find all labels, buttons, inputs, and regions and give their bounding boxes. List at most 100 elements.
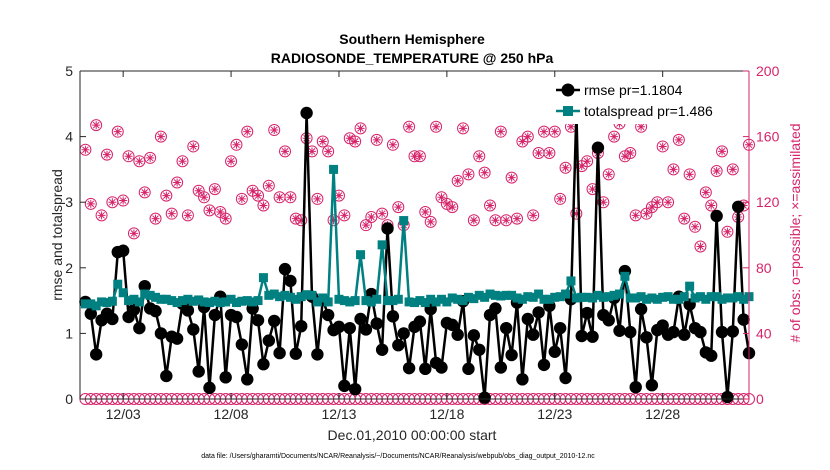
totalspread-point	[113, 279, 123, 289]
rmse-point	[149, 304, 162, 318]
rmse-point	[586, 330, 599, 343]
obs-assimilated-marker	[696, 242, 705, 251]
obs-assimilated-marker	[405, 122, 414, 131]
obs-assimilated-marker	[135, 157, 144, 166]
obs-possible-marker	[721, 225, 734, 238]
rmse-point	[343, 321, 356, 335]
x-tick-label: 12/03	[106, 406, 141, 422]
totalspread-point	[685, 281, 695, 291]
totalspread-point	[91, 301, 101, 311]
totalspread-point	[285, 292, 295, 302]
obs-assimilated-marker	[281, 147, 290, 156]
totalspread-point	[636, 292, 646, 302]
totalspread-point	[356, 250, 366, 260]
rmse-point	[375, 343, 389, 356]
obs-possible-marker	[694, 240, 707, 253]
totalspread-point	[598, 292, 608, 302]
obs-assimilated-marker	[232, 140, 241, 149]
right-y-tick-label: 80	[756, 260, 772, 276]
obs-possible-marker	[478, 166, 491, 179]
totalspread-point	[404, 297, 414, 307]
obs-possible-marker	[241, 125, 254, 138]
obs-assimilated-marker	[340, 211, 349, 220]
totalspread-point	[426, 294, 436, 304]
totalspread-point	[242, 296, 252, 306]
rmse-point	[705, 349, 718, 362]
x-tick-label: 12/08	[214, 406, 249, 422]
totalspread-point	[647, 293, 657, 303]
rmse-point	[537, 358, 551, 372]
obs-assimilated-marker	[297, 216, 306, 225]
obs-assimilated-marker	[620, 152, 629, 161]
totalspread-point	[145, 290, 155, 300]
totalspread-point	[485, 289, 495, 299]
x-tick-label: 12/23	[537, 406, 572, 422]
totalspread-point	[566, 276, 576, 286]
rmse-point	[116, 244, 130, 257]
totalspread-point	[124, 296, 134, 306]
right-y-tick-label: 200	[756, 63, 780, 79]
rmse-point	[133, 321, 146, 335]
totalspread-point	[86, 299, 96, 309]
obs-possible-marker	[608, 130, 621, 143]
rmse-point	[359, 323, 373, 336]
obs-assimilated-marker	[701, 188, 710, 197]
rmse-point	[348, 382, 362, 396]
left-y-tick-label: 1	[65, 325, 73, 341]
rmse-point	[300, 106, 313, 120]
obs-possible-marker	[689, 220, 702, 233]
totalspread-point	[695, 292, 705, 302]
obs-assimilated-marker	[183, 211, 192, 220]
obs-assimilated-marker	[513, 214, 522, 223]
obs-assimilated-marker	[534, 149, 543, 157]
obs-assimilated-marker	[146, 153, 155, 162]
obs-possible-marker	[419, 206, 432, 219]
obs-assimilated-marker	[728, 165, 737, 174]
rmse-point	[629, 380, 642, 394]
obs-assimilated-marker	[372, 135, 381, 144]
totalspread-point	[258, 273, 268, 283]
obs-assimilated-marker	[464, 170, 473, 179]
totalspread-point	[739, 294, 749, 304]
obs-assimilated-marker	[81, 145, 90, 154]
obs-assimilated-marker	[583, 157, 592, 166]
rmse-point	[413, 315, 427, 328]
obs-assimilated-marker	[313, 194, 322, 203]
obs-assimilated-marker	[367, 212, 376, 221]
obs-possible-marker	[457, 122, 470, 135]
obs-possible-marker	[359, 219, 372, 232]
obs-assimilated-marker	[216, 208, 225, 217]
rmse-point	[235, 338, 249, 351]
obs-possible-marker	[699, 186, 712, 199]
totalspread-point	[668, 294, 678, 304]
rmse-point	[500, 321, 513, 335]
obs-assimilated-marker	[556, 194, 565, 203]
rmse-point	[332, 320, 346, 334]
totalspread-point	[383, 296, 393, 306]
rmse-point	[667, 325, 680, 339]
obs-possible-marker	[268, 124, 281, 137]
rmse-point	[127, 303, 141, 316]
totalspread-point	[388, 296, 398, 306]
obs-possible-marker	[149, 212, 162, 225]
obs-possible-marker	[144, 151, 157, 164]
obs-possible-marker	[165, 207, 178, 220]
totalspread-point	[118, 288, 128, 298]
obs-possible-marker	[111, 125, 124, 138]
totalspread-point	[706, 292, 716, 302]
right-y-axis-label: # of obs: o=possible; ×=assimilated	[787, 123, 803, 342]
left-y-tick-label: 4	[65, 129, 73, 145]
obs-assimilated-marker	[113, 127, 122, 136]
obs-assimilated-marker	[194, 186, 203, 195]
obs-assimilated-marker	[491, 216, 500, 225]
totalspread-point	[701, 294, 711, 304]
obs-possible-marker	[322, 145, 335, 158]
obs-possible-marker	[548, 125, 561, 138]
totalspread-point	[534, 289, 544, 299]
totalspread-point	[663, 292, 673, 302]
rmse-point	[726, 325, 740, 338]
obs-possible-marker	[570, 207, 583, 220]
totalspread-point	[329, 164, 339, 174]
obs-assimilated-marker	[388, 140, 397, 149]
